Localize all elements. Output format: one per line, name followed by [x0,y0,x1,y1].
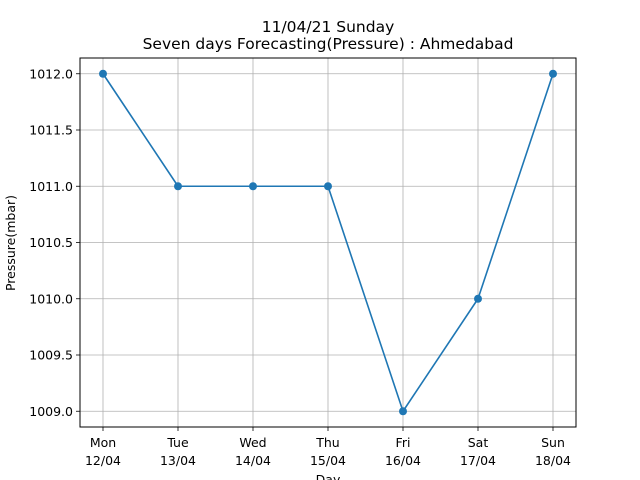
x-tick-label-date: 18/04 [535,453,571,468]
data-point [549,69,557,78]
data-point [99,69,107,78]
y-tick-label: 1011.5 [29,123,73,138]
data-point [399,407,407,416]
data-point [324,182,332,191]
x-tick-label-date: 13/04 [160,453,196,468]
y-axis: 1009.0 1009.5 1010.0 1010.5 1011.0 1011.5 1012… [29,66,80,419]
x-tick-label-day: Thu [315,435,339,450]
x-tick-label-day: Sat [468,435,489,450]
y-tick-label: 1009.5 [29,348,73,363]
x-tick-label-date: 16/04 [385,453,421,468]
x-tick-label-day: Fri [396,435,411,450]
x-tick-label-date: 17/04 [460,453,496,468]
x-tick-label-day: Wed [239,435,266,450]
x-tick-label-date: 15/04 [310,453,346,468]
data-point [474,294,482,303]
x-tick-label-date: 12/04 [85,453,121,468]
data-point [174,182,182,191]
x-tick-label-day: Tue [166,435,189,450]
x-tick-label-day: Mon [90,435,116,450]
y-tick-label: 1011.0 [29,179,73,194]
y-axis-label: Pressure(mbar) [3,195,18,291]
grid-lines [80,58,576,427]
chart-title: 11/04/21 Sunday [262,18,395,36]
y-tick-label: 1010.5 [29,235,73,250]
y-tick-label: 1012.0 [29,66,73,81]
x-axis: Mon 12/04 Tue 13/04 Wed 14/04 Thu 15/04 Fri 16/04… [85,427,571,468]
x-tick-label-date: 14/04 [235,453,271,468]
y-tick-label: 1009.0 [29,404,73,419]
chart-subtitle: Seven days Forecasting(Pressure) : Ahmed… [143,35,514,53]
y-tick-label: 1010.0 [29,291,73,306]
series-layer [99,69,557,416]
x-tick-label-day: Sun [541,435,565,450]
x-axis-label: Day [316,472,341,480]
data-point [249,182,257,191]
